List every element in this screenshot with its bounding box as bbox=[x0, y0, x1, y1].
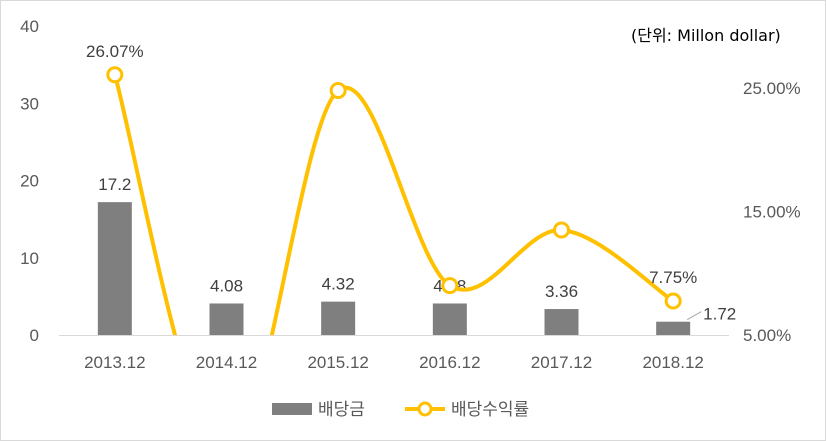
line-data-labels: 26.07% 7.75% bbox=[86, 42, 697, 287]
bar bbox=[656, 321, 691, 335]
bar-data-label: 17.2 bbox=[98, 175, 131, 194]
line-path bbox=[112, 74, 675, 335]
bar bbox=[432, 303, 467, 335]
bar bbox=[209, 303, 244, 335]
line-data-label: 26.07% bbox=[86, 42, 144, 61]
left-axis: 0 10 20 30 40 bbox=[20, 17, 39, 345]
left-tick-label: 30 bbox=[20, 94, 39, 113]
bar bbox=[97, 202, 132, 335]
right-tick-label: 5.00% bbox=[743, 326, 791, 345]
bar-data-label: 4.08 bbox=[210, 276, 243, 295]
bar bbox=[321, 301, 356, 335]
line-point bbox=[553, 221, 570, 239]
left-tick-label: 40 bbox=[20, 17, 39, 36]
legend: 배당금 배당수익률 bbox=[272, 400, 529, 420]
bar-data-labels: 17.24.084.324.083.361.72 bbox=[98, 175, 736, 324]
bar-data-label: 4.32 bbox=[322, 275, 355, 294]
legend-label-bar: 배당금 bbox=[318, 400, 365, 420]
unit-note: (단위: Millon dollar) bbox=[631, 26, 781, 45]
bar-data-label: 3.36 bbox=[545, 282, 578, 301]
line-point bbox=[106, 66, 124, 84]
x-tick-label: 2018.12 bbox=[642, 353, 703, 372]
right-tick-label: 15.00% bbox=[743, 203, 801, 222]
x-axis: 2013.12 2014.12 2015.12 2016.12 2017.12 2018.… bbox=[84, 353, 704, 372]
x-tick-label: 2015.12 bbox=[307, 353, 368, 372]
bar-data-label: 1.72 bbox=[703, 305, 736, 324]
bar bbox=[544, 309, 579, 335]
line-data-label: 7.75% bbox=[649, 268, 697, 287]
right-tick-label: 25.00% bbox=[743, 79, 801, 98]
legend-marker-line bbox=[417, 401, 433, 417]
legend-label-line: 배당수익률 bbox=[451, 400, 529, 420]
left-tick-label: 0 bbox=[30, 326, 39, 345]
line-point bbox=[329, 81, 347, 99]
legend-swatch-bar bbox=[272, 403, 312, 415]
leader-line bbox=[686, 311, 702, 321]
right-axis: 5.00% 15.00% 25.00% bbox=[743, 79, 801, 345]
x-tick-label: 2014.12 bbox=[196, 353, 257, 372]
line-point bbox=[441, 277, 459, 295]
x-tick-label: 2017.12 bbox=[531, 353, 592, 372]
bar-series bbox=[97, 202, 691, 335]
x-tick-label: 2016.12 bbox=[419, 353, 480, 372]
line-series bbox=[106, 66, 682, 335]
left-tick-label: 10 bbox=[20, 249, 39, 268]
x-tick-label: 2013.12 bbox=[84, 353, 145, 372]
line-point bbox=[664, 292, 682, 310]
left-tick-label: 20 bbox=[20, 172, 39, 191]
